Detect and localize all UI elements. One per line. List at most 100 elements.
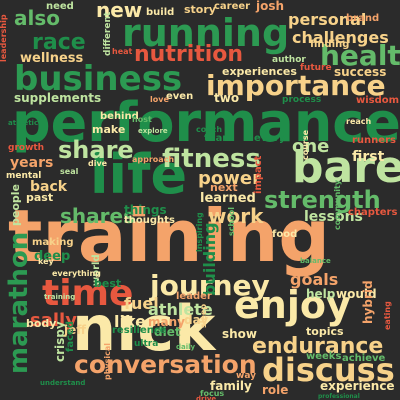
- word-seal: seal: [60, 167, 79, 176]
- word-show: show: [222, 327, 258, 341]
- word-key: key: [38, 257, 54, 266]
- word-challenges: challenges: [292, 28, 389, 47]
- word-nutrition: nutrition: [134, 42, 244, 67]
- word-years: years: [10, 155, 54, 171]
- word-lessons: lessons: [304, 209, 363, 225]
- word-ultra: ultra: [134, 339, 159, 349]
- word-discuss: discuss: [262, 351, 395, 389]
- word-fitness: fitness: [162, 144, 261, 174]
- word-every: every: [254, 133, 286, 144]
- word-topics: topics: [306, 325, 344, 338]
- word-finding: finding: [310, 39, 350, 50]
- word-author: author: [272, 55, 306, 65]
- word-career: career: [214, 1, 251, 12]
- word-learned: learned: [200, 191, 256, 206]
- word-approach: approach: [132, 155, 175, 164]
- word-way: way: [236, 371, 256, 381]
- word-nick: nick: [72, 292, 216, 365]
- word-journey: journey: [150, 269, 270, 302]
- word-one: one: [292, 136, 330, 157]
- word-race: race: [32, 30, 86, 55]
- word-experiences: experiences: [222, 65, 297, 78]
- word-daily: daily: [176, 343, 196, 351]
- word-endurance: endurance: [252, 334, 384, 359]
- word-best: best: [94, 277, 122, 290]
- word-thoughts: thoughts: [124, 215, 175, 226]
- word-health: health: [320, 39, 400, 72]
- word-would: would: [336, 287, 377, 301]
- word-deep: deep: [34, 249, 71, 264]
- word-chapters: chapters: [348, 207, 398, 218]
- word-wellness: wellness: [20, 51, 84, 66]
- word-weeks: weeks: [306, 351, 342, 362]
- word-also: also: [14, 6, 60, 30]
- word-leader: leader: [176, 291, 212, 302]
- word-growth: growth: [8, 143, 45, 153]
- word-life: life: [90, 143, 188, 206]
- word-mental: mental: [6, 171, 42, 181]
- word-work: work: [208, 204, 264, 228]
- word-physical: physical: [103, 342, 112, 380]
- word-supplements: supplements: [14, 91, 102, 105]
- word-drive: drive: [196, 395, 217, 400]
- word-family: family: [210, 379, 252, 393]
- word-day: day: [184, 313, 209, 327]
- word-dive: dive: [88, 159, 108, 168]
- word-experience: experience: [320, 379, 395, 393]
- word-resilience: resilience: [112, 325, 167, 336]
- word-coach: coach: [196, 125, 223, 134]
- word-make: make: [92, 123, 126, 136]
- word-love: love: [150, 95, 169, 104]
- word-food: food: [272, 229, 298, 240]
- word-josh: josh: [256, 0, 285, 13]
- word-sally: sally: [30, 310, 77, 331]
- word-conversation: conversation: [74, 350, 257, 379]
- word-behind: behind: [100, 111, 139, 122]
- word-diet: diet: [154, 325, 181, 339]
- word-new: new: [96, 0, 143, 22]
- word-personal: personal: [288, 10, 367, 29]
- word-enjoy: enjoy: [234, 283, 351, 327]
- word-things: things: [124, 203, 167, 217]
- word-importance: importance: [206, 69, 386, 102]
- word-balance: balance: [300, 257, 331, 265]
- word-explore: explore: [138, 127, 168, 135]
- word-process: process: [282, 95, 322, 105]
- word-future: future: [300, 63, 332, 73]
- word-eating: eating: [383, 301, 392, 330]
- word-first: first: [352, 149, 385, 165]
- word-focus: focus: [200, 389, 225, 398]
- word-role: role: [262, 383, 289, 397]
- word-athletic: athletic: [8, 119, 39, 127]
- word-course: course: [301, 129, 310, 160]
- word-inspiring: inspiring: [195, 212, 204, 252]
- word-time: time: [42, 273, 134, 314]
- word-running: running: [122, 11, 290, 55]
- word-making: making: [32, 237, 74, 248]
- word-bare: bare: [292, 142, 400, 193]
- word-community: community: [333, 179, 342, 230]
- word-back: back: [30, 179, 68, 195]
- word-wisdom: wisdom: [356, 95, 400, 106]
- word-heat: heat: [112, 47, 133, 56]
- word-many: many: [148, 315, 185, 329]
- word-strength: strength: [264, 186, 381, 214]
- word-like: like: [114, 312, 147, 331]
- word-need: need: [46, 1, 74, 12]
- word-marathon: marathon: [4, 231, 34, 374]
- word-everything: everything: [52, 269, 101, 278]
- word-brand: brand: [346, 13, 380, 24]
- word-training: training: [8, 194, 330, 278]
- word-success: success: [334, 65, 387, 79]
- word-performance: performance: [12, 91, 400, 154]
- word-school: school: [227, 207, 236, 236]
- word-power: power: [198, 168, 261, 189]
- word-past: past: [26, 191, 54, 204]
- word-people: people: [9, 184, 22, 226]
- word-professional: professional: [318, 393, 360, 400]
- word-fuel: fuel: [124, 294, 159, 313]
- word-athlete: athlete: [148, 300, 213, 319]
- word-impact: impact: [253, 155, 264, 194]
- word-two: two: [214, 91, 240, 105]
